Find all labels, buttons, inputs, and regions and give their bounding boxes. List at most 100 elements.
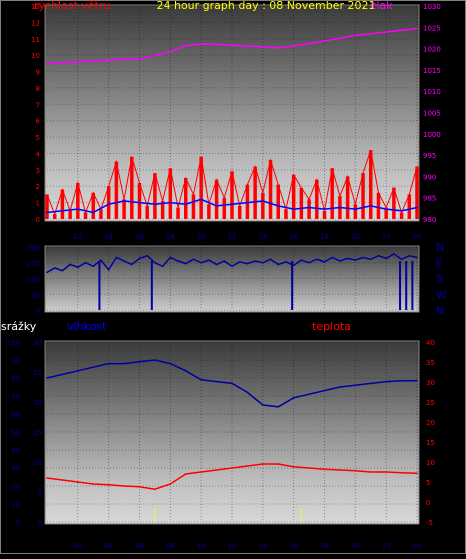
pressure-point bbox=[92, 60, 95, 62]
rain-axis-label: srážky bbox=[1, 320, 37, 333]
x-tick-label-bottom: 00 bbox=[413, 542, 422, 550]
direction-point bbox=[238, 261, 241, 263]
humidity-tick-label: 25 bbox=[33, 369, 42, 377]
compass-label: N bbox=[436, 241, 444, 254]
wind-tick-label: 11 bbox=[31, 36, 40, 44]
direction-point bbox=[300, 259, 303, 261]
wind-avg-point bbox=[184, 203, 187, 206]
wind-avg-point bbox=[123, 200, 125, 202]
pressure-tick-label: 980 bbox=[423, 216, 436, 224]
rain-tick-label: 40 bbox=[11, 447, 20, 455]
humidity-tick-label: 20 bbox=[33, 399, 42, 407]
wind-avg-point bbox=[385, 208, 387, 210]
pressure-tick-label: 995 bbox=[423, 152, 436, 160]
pressure-axis-label: tlak bbox=[372, 0, 393, 12]
temperature-tick-label: 35 bbox=[426, 359, 435, 367]
pressure-tick-label: 1000 bbox=[423, 131, 441, 139]
direction-point bbox=[315, 258, 318, 261]
wind-avg-point bbox=[92, 211, 95, 214]
pressure-point bbox=[184, 44, 187, 47]
direction-tick-label: 180 bbox=[27, 276, 40, 284]
compass-label: W bbox=[436, 288, 447, 301]
pressure-point bbox=[323, 40, 326, 42]
humidity-point bbox=[369, 382, 372, 385]
direction-point bbox=[184, 262, 187, 265]
pressure-tick-label: 1010 bbox=[423, 88, 441, 96]
pressure-point bbox=[416, 27, 418, 30]
wind-avg-point bbox=[416, 206, 418, 209]
x-tick-label-top: 04 bbox=[104, 233, 113, 241]
direction-point bbox=[177, 260, 179, 262]
direction-point bbox=[246, 262, 249, 265]
x-tick-label-top: 06 bbox=[135, 233, 144, 241]
temperature-point bbox=[246, 465, 249, 467]
direction-point bbox=[400, 258, 403, 261]
x-tick-label-top: 20 bbox=[351, 233, 360, 241]
direction-point bbox=[169, 256, 172, 259]
wind-tick-label: 5 bbox=[36, 134, 40, 142]
temperature-tick-label: 10 bbox=[426, 459, 435, 467]
direction-point bbox=[115, 256, 118, 259]
axis-labels: 0202040406060808101012121414161618182020… bbox=[7, 3, 447, 550]
x-tick-label-top: 14 bbox=[258, 233, 267, 241]
pressure-point bbox=[231, 44, 233, 46]
x-tick-label-top: 22 bbox=[382, 233, 391, 241]
x-tick-label-bottom: 06 bbox=[135, 542, 144, 550]
wind-avg-point bbox=[138, 201, 141, 204]
direction-point bbox=[61, 269, 64, 272]
humidity-point bbox=[200, 379, 202, 381]
wind-avg-point bbox=[308, 206, 310, 209]
temperature-point bbox=[231, 467, 233, 469]
direction-point bbox=[362, 256, 364, 259]
humidity-point bbox=[246, 391, 249, 394]
rain-tick-label: 90 bbox=[11, 357, 20, 365]
wind-avg-point bbox=[200, 198, 202, 201]
pressure-point bbox=[339, 37, 341, 40]
wind-avg-point bbox=[354, 208, 357, 210]
temperature-axis-label: teplota bbox=[312, 320, 351, 333]
temperature-tick-label: 0 bbox=[426, 499, 430, 507]
temperature-tick-label: 5 bbox=[426, 479, 430, 487]
x-tick-label-top: 08 bbox=[166, 233, 175, 241]
direction-point bbox=[369, 258, 372, 261]
wind-tick-label: 0 bbox=[36, 216, 40, 224]
wind-tick-label: 4 bbox=[36, 150, 41, 158]
temperature-point bbox=[369, 471, 372, 473]
humidity-point bbox=[277, 406, 280, 408]
temperature-tick-label: -5 bbox=[426, 519, 433, 527]
pressure-tick-label: 1005 bbox=[423, 110, 441, 118]
temperature-tick-label: 30 bbox=[426, 379, 435, 387]
direction-point bbox=[200, 261, 202, 264]
x-tick-label-bottom: 18 bbox=[320, 542, 329, 550]
pressure-point bbox=[246, 45, 249, 47]
humidity-tick-label: 10 bbox=[33, 459, 42, 467]
temperature-point bbox=[292, 466, 295, 468]
humidity-point bbox=[292, 397, 295, 399]
temperature-point bbox=[154, 488, 156, 491]
wind-gust-line bbox=[46, 150, 418, 216]
humidity-point bbox=[416, 379, 418, 382]
rain-tick-label: 60 bbox=[11, 411, 20, 419]
direction-point bbox=[92, 265, 95, 268]
temperature-point bbox=[77, 481, 79, 483]
temperature-point bbox=[92, 483, 95, 485]
temperature-point bbox=[339, 469, 341, 471]
direction-tick-label: 270 bbox=[27, 260, 40, 268]
humidity-point bbox=[323, 389, 326, 392]
wind-tick-label: 6 bbox=[36, 118, 41, 126]
panel3-bg bbox=[44, 340, 420, 525]
x-tick-label-bottom: 08 bbox=[166, 542, 175, 550]
humidity-point bbox=[154, 359, 156, 361]
temperature-point bbox=[323, 468, 326, 471]
temperature-tick-label: 20 bbox=[426, 419, 435, 427]
series-layer bbox=[45, 27, 419, 522]
wind-tick-label: 7 bbox=[36, 101, 40, 109]
wind-tick-label: 8 bbox=[36, 85, 40, 93]
chart-title: 24 hour graph day : 08 November 2021 bbox=[156, 0, 375, 12]
pressure-point bbox=[354, 34, 357, 37]
humidity-point bbox=[215, 380, 218, 383]
direction-point bbox=[408, 254, 411, 257]
temperature-point bbox=[215, 469, 218, 471]
direction-point bbox=[53, 267, 56, 269]
